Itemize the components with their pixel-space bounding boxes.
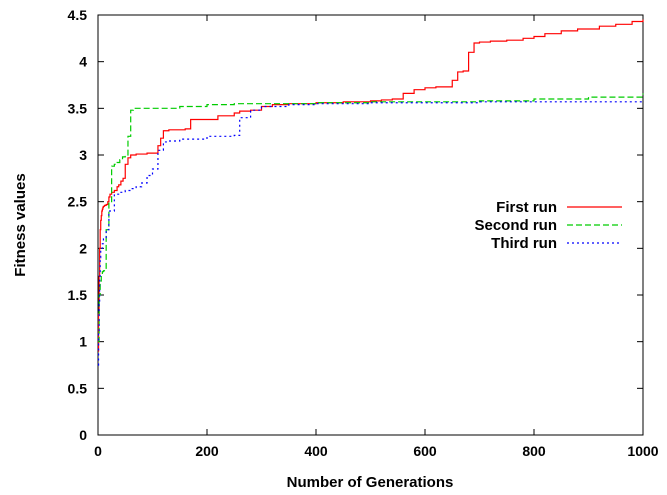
legend-label-third-run: Third run bbox=[491, 235, 557, 252]
y-tick-label: 3 bbox=[79, 147, 87, 163]
y-tick-label: 1.5 bbox=[68, 287, 88, 303]
x-tick-label: 600 bbox=[413, 443, 437, 459]
y-axis-ticks: 0 0.5 1 1.5 2 2.5 3 3.5 4 4.5 bbox=[68, 7, 643, 443]
y-tick-label: 1 bbox=[79, 334, 87, 350]
y-tick-label: 0 bbox=[79, 427, 87, 443]
y-tick-label: 3.5 bbox=[68, 100, 88, 116]
x-tick-label: 0 bbox=[94, 443, 102, 459]
y-tick-label: 4.5 bbox=[68, 7, 88, 23]
series-layer bbox=[97, 19, 644, 366]
y-tick-label: 2 bbox=[79, 240, 87, 256]
y-tick-label: 0.5 bbox=[68, 380, 88, 396]
series-line-third-run bbox=[97, 101, 643, 366]
y-tick-label: 2.5 bbox=[68, 194, 88, 210]
x-tick-label: 800 bbox=[522, 443, 546, 459]
x-tick-label: 1000 bbox=[627, 443, 658, 459]
series-line-first-run bbox=[97, 19, 644, 352]
x-tick-label: 200 bbox=[195, 443, 219, 459]
legend-label-second-run: Second run bbox=[474, 217, 557, 234]
plot-frame bbox=[97, 14, 644, 436]
x-axis-ticks: 0 200 400 600 800 1000 bbox=[94, 15, 659, 459]
legend-label-first-run: First run bbox=[496, 199, 557, 216]
x-axis-title: Number of Generations bbox=[287, 474, 454, 491]
y-tick-label: 4 bbox=[79, 54, 87, 70]
series-line-second-run bbox=[98, 93, 644, 343]
x-tick-label: 400 bbox=[304, 443, 328, 459]
y-axis-title: Fitness values bbox=[12, 173, 29, 276]
